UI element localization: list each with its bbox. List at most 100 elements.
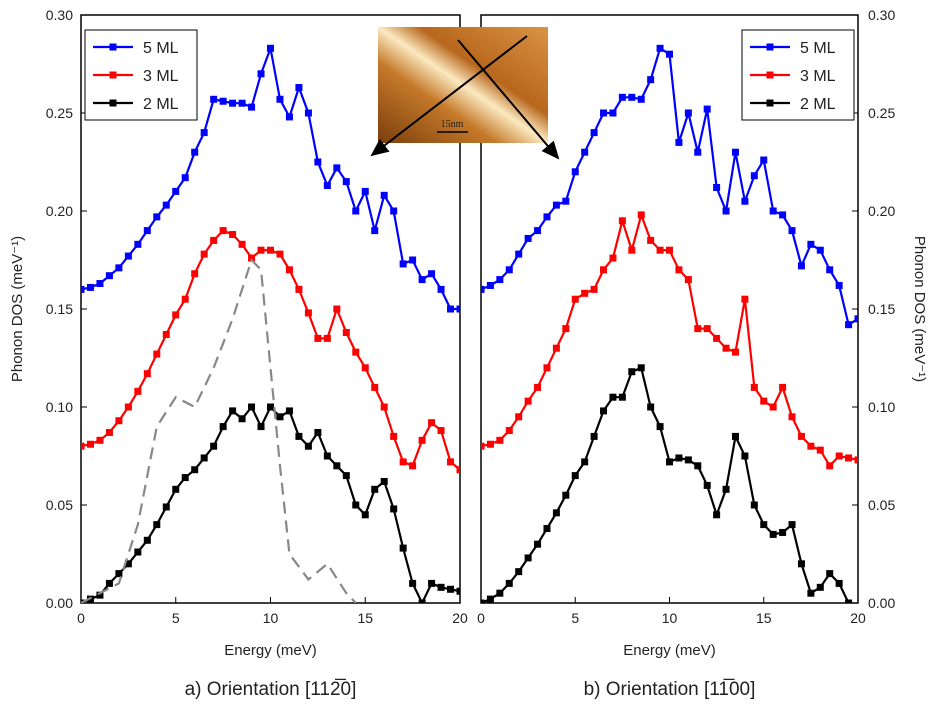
marker [333, 306, 340, 313]
marker [447, 586, 454, 593]
marker [836, 580, 843, 587]
marker [657, 423, 664, 430]
marker [371, 384, 378, 391]
marker [333, 462, 340, 469]
x-tick-label: 10 [263, 610, 279, 626]
marker [591, 433, 598, 440]
marker [638, 96, 645, 103]
marker [324, 335, 331, 342]
marker [172, 486, 179, 493]
marker [352, 349, 359, 356]
marker [770, 208, 777, 215]
marker [239, 100, 246, 107]
marker [248, 404, 255, 411]
y-axis-label: Phonon DOS (meV⁻¹) [9, 236, 26, 382]
marker [163, 503, 170, 510]
x-tick-label: 0 [77, 610, 85, 626]
marker [591, 286, 598, 293]
marker [609, 110, 616, 117]
marker [741, 453, 748, 460]
marker [704, 325, 711, 332]
y-tick-label: 0.10 [868, 399, 895, 415]
legend-label: 3 ML [143, 68, 179, 85]
y-tick-label: 0.30 [46, 7, 73, 23]
marker [305, 309, 312, 316]
marker [276, 413, 283, 420]
marker [543, 525, 550, 532]
marker [855, 456, 862, 463]
marker [134, 549, 141, 556]
marker [619, 94, 626, 101]
marker [210, 443, 217, 450]
marker [163, 331, 170, 338]
x-tick-label: 15 [756, 610, 772, 626]
marker [826, 462, 833, 469]
marker [144, 537, 151, 544]
marker [362, 188, 369, 195]
x-tick-label: 0 [477, 610, 485, 626]
legend-marker [767, 100, 774, 107]
marker [144, 370, 151, 377]
marker [87, 284, 94, 291]
marker [760, 157, 767, 164]
marker [182, 474, 189, 481]
marker [798, 433, 805, 440]
marker [267, 247, 274, 254]
marker [201, 454, 208, 461]
marker [694, 149, 701, 156]
marker [732, 349, 739, 356]
marker [562, 198, 569, 205]
marker [267, 45, 274, 52]
marker [314, 159, 321, 166]
marker [732, 433, 739, 440]
marker [352, 502, 359, 509]
x-axis-label: Energy (meV) [623, 642, 716, 659]
marker [324, 453, 331, 460]
marker [543, 364, 550, 371]
marker [144, 227, 151, 234]
marker [562, 492, 569, 499]
legend-label: 2 ML [143, 96, 179, 113]
y-tick-label: 0.00 [868, 595, 895, 611]
marker [352, 208, 359, 215]
marker [438, 584, 445, 591]
marker [210, 96, 217, 103]
marker [789, 413, 796, 420]
marker [239, 241, 246, 248]
marker [666, 51, 673, 58]
marker [685, 456, 692, 463]
marker [295, 286, 302, 293]
marker [628, 368, 635, 375]
marker [134, 241, 141, 248]
marker [248, 104, 255, 111]
marker [855, 315, 862, 322]
marker [286, 113, 293, 120]
marker [258, 423, 265, 430]
marker [258, 70, 265, 77]
marker [770, 531, 777, 538]
marker [400, 545, 407, 552]
marker [419, 437, 426, 444]
marker [685, 110, 692, 117]
marker [333, 164, 340, 171]
marker [400, 260, 407, 267]
marker [525, 554, 532, 561]
marker [487, 596, 494, 603]
marker [295, 84, 302, 91]
marker [694, 462, 701, 469]
marker [515, 568, 522, 575]
marker [713, 511, 720, 518]
marker [836, 282, 843, 289]
marker [647, 404, 654, 411]
marker [600, 407, 607, 414]
marker [553, 345, 560, 352]
marker [845, 454, 852, 461]
marker [191, 270, 198, 277]
marker [845, 321, 852, 328]
marker [381, 192, 388, 199]
marker [125, 253, 132, 260]
marker [371, 486, 378, 493]
marker [487, 282, 494, 289]
marker [381, 404, 388, 411]
marker [534, 384, 541, 391]
